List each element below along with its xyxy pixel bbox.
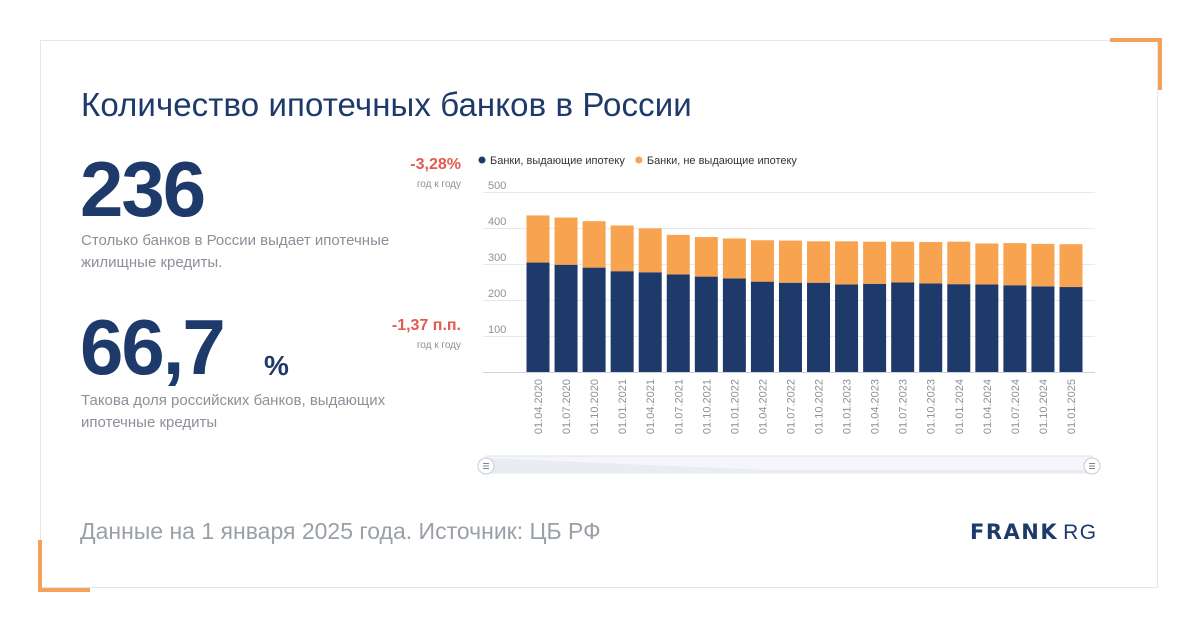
bar-not-issuing-01.10.2024 xyxy=(1031,243,1055,287)
x-tick-label-01.10.2020: 01.10.2020 xyxy=(589,379,601,434)
x-tick-label-01.04.2024: 01.04.2024 xyxy=(982,379,994,434)
bar-issuing-01.10.2023 xyxy=(919,283,943,372)
bar-not-issuing-01.01.2022 xyxy=(722,238,746,279)
x-tick-label-01.07.2021: 01.07.2021 xyxy=(673,379,685,434)
bar-not-issuing-01.04.2023 xyxy=(863,241,887,284)
x-tick-label-01.07.2023: 01.07.2023 xyxy=(898,379,910,434)
x-tick-label-01.10.2023: 01.10.2023 xyxy=(926,379,938,434)
bar-issuing-01.01.2021 xyxy=(610,271,634,372)
bar-not-issuing-01.04.2022 xyxy=(750,240,774,282)
corner-accent-top-right xyxy=(1110,38,1162,90)
bar-not-issuing-01.10.2021 xyxy=(694,237,718,277)
share-description: Такова доля российских банков, выдающих … xyxy=(81,392,386,431)
bar-issuing-01.04.2024 xyxy=(975,284,999,372)
y-tick-label-100: 100 xyxy=(488,324,506,336)
bar-issuing-01.01.2023 xyxy=(835,284,859,372)
navigator-series-shape xyxy=(486,458,1092,473)
legend-marker-1 xyxy=(478,156,486,164)
x-tick-label-01.01.2021: 01.01.2021 xyxy=(617,379,629,434)
x-tick-label-01.07.2022: 01.07.2022 xyxy=(785,379,797,434)
bar-issuing-01.10.2022 xyxy=(807,282,831,372)
x-tick-label-01.07.2020: 01.07.2020 xyxy=(561,379,573,434)
bar-not-issuing-01.07.2024 xyxy=(1003,243,1027,286)
bar-not-issuing-01.07.2022 xyxy=(778,240,802,283)
bar-not-issuing-01.01.2023 xyxy=(835,241,859,285)
x-tick-label-01.01.2024: 01.01.2024 xyxy=(954,379,966,434)
bar-not-issuing-01.04.2020 xyxy=(526,215,550,263)
share-change-value: -1,37 п.п. xyxy=(391,317,461,334)
bar-not-issuing-01.10.2022 xyxy=(807,241,831,283)
source-note: Данные на 1 января 2025 года. Источник: … xyxy=(80,518,601,544)
navigator-handle-left[interactable] xyxy=(477,457,495,475)
share-value: 66,7 xyxy=(80,303,226,391)
bar-issuing-01.07.2020 xyxy=(554,264,578,372)
y-tick-label-400: 400 xyxy=(488,216,506,228)
bar-not-issuing-01.04.2021 xyxy=(638,228,662,273)
bar-issuing-01.04.2020 xyxy=(526,262,550,372)
x-tick-label-01.04.2022: 01.04.2022 xyxy=(757,379,769,434)
bar-issuing-01.01.2024 xyxy=(947,284,971,372)
x-tick-label-01.01.2025: 01.01.2025 xyxy=(1066,379,1078,434)
corner-accent-bottom-left xyxy=(38,540,90,592)
navigator-handle-right[interactable] xyxy=(1083,457,1101,475)
legend-label-2: Банки, не выдающие ипотеку xyxy=(647,155,798,167)
x-tick-label-01.04.2023: 01.04.2023 xyxy=(870,379,882,434)
y-tick-label-300: 300 xyxy=(488,252,506,264)
bar-not-issuing-01.07.2023 xyxy=(891,241,915,283)
bar-issuing-01.07.2021 xyxy=(666,274,690,372)
y-tick-label-500: 500 xyxy=(488,180,506,192)
bar-not-issuing-01.01.2021 xyxy=(610,225,634,272)
bar-not-issuing-01.01.2025 xyxy=(1059,244,1083,288)
bar-issuing-01.07.2022 xyxy=(778,282,802,372)
bar-issuing-01.10.2020 xyxy=(582,267,606,372)
bar-not-issuing-01.10.2020 xyxy=(582,221,606,268)
bar-issuing-01.01.2022 xyxy=(722,278,746,372)
y-tick-label-200: 200 xyxy=(488,288,506,300)
bar-not-issuing-01.01.2024 xyxy=(947,241,971,285)
bank-count-change-value: -3,28% xyxy=(410,156,461,173)
bar-issuing-01.01.2025 xyxy=(1059,287,1083,372)
chart-legend: Банки, выдающие ипотеку Банки, не выдающи… xyxy=(478,155,798,167)
bank-count-change: -3,28% год к году xyxy=(410,156,461,190)
bar-issuing-01.04.2023 xyxy=(863,283,887,372)
bar-issuing-01.07.2024 xyxy=(1003,285,1027,372)
share-change: -1,37 п.п. год к году xyxy=(392,317,461,351)
bar-issuing-01.07.2023 xyxy=(891,282,915,372)
x-tick-label-01.01.2023: 01.01.2023 xyxy=(842,379,854,434)
legend-label-1: Банки, выдающие ипотеку xyxy=(490,155,625,167)
chart-navigator xyxy=(477,455,1101,475)
bar-not-issuing-01.07.2021 xyxy=(666,234,690,275)
x-tick-label-01.10.2022: 01.10.2022 xyxy=(814,379,826,434)
bar-not-issuing-01.10.2023 xyxy=(919,242,943,284)
stacked-bar-chart: Банки, выдающие ипотеку Банки, не выдающи… xyxy=(477,155,1101,475)
bar-issuing-01.10.2021 xyxy=(694,276,718,372)
bar-not-issuing-01.07.2020 xyxy=(554,217,578,265)
x-tick-label-01.04.2021: 01.04.2021 xyxy=(645,379,657,434)
x-tick-label-01.10.2024: 01.10.2024 xyxy=(1038,379,1050,434)
bar-issuing-01.04.2021 xyxy=(638,272,662,372)
x-tick-label-01.04.2020: 01.04.2020 xyxy=(533,379,545,434)
chart-x-labels: 01.04.2020 01.07.2020 01.10.2020 01.01.2021… xyxy=(533,379,1078,434)
share-change-period: год к году xyxy=(416,340,461,351)
bar-issuing-01.04.2022 xyxy=(750,281,774,372)
frank-rg-logo: FRANK RG xyxy=(970,520,1098,545)
share-unit: % xyxy=(264,350,289,381)
bank-count-change-period: год к году xyxy=(416,179,461,190)
logo-part-frank: FRANK xyxy=(970,520,1059,544)
logo-part-rg: RG xyxy=(1063,521,1098,544)
legend-marker-2 xyxy=(635,156,643,164)
chart-bars xyxy=(526,215,1083,372)
bank-count-description: Столько банков в России выдает ипотечные… xyxy=(81,232,390,271)
x-tick-label-01.07.2024: 01.07.2024 xyxy=(1010,379,1022,434)
page-title: Количество ипотечных банков в России xyxy=(81,86,692,123)
bank-count-value: 236 xyxy=(80,145,206,233)
bar-issuing-01.10.2024 xyxy=(1031,286,1055,372)
bar-not-issuing-01.04.2024 xyxy=(975,243,999,285)
x-tick-label-01.01.2022: 01.01.2022 xyxy=(729,379,741,434)
x-tick-label-01.10.2021: 01.10.2021 xyxy=(701,379,713,434)
